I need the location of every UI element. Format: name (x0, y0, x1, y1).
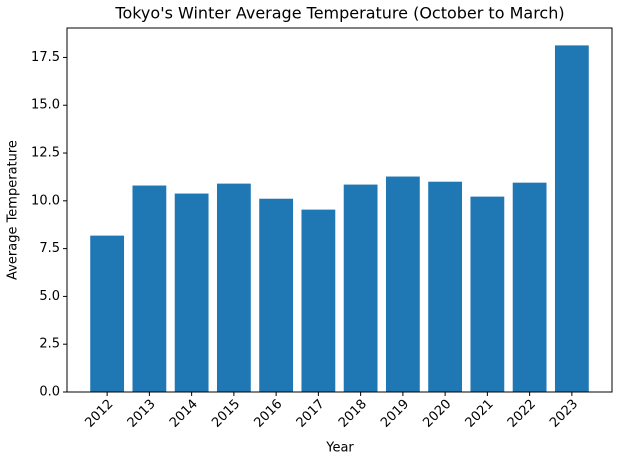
bar (554, 45, 589, 392)
y-tick-label: 15.0 (31, 98, 60, 113)
x-tick-label: 2023 (547, 397, 581, 431)
y-tick-label: 5.0 (39, 289, 60, 304)
x-tick-label: 2021 (463, 397, 497, 431)
bar (385, 176, 420, 392)
bar (470, 196, 505, 392)
x-tick-label: 2014 (167, 397, 201, 431)
bar (90, 235, 125, 392)
x-tick-label: 2013 (125, 397, 159, 431)
bar (174, 193, 209, 392)
y-tick-label: 7.5 (39, 241, 60, 256)
y-tick-label: 2.5 (39, 337, 60, 352)
x-tick-label: 2020 (420, 397, 454, 431)
plot-frame (66, 27, 613, 393)
bar (428, 181, 463, 392)
y-axis-label: Average Temperature (6, 140, 21, 280)
bar (132, 185, 167, 392)
chart-title: Tokyo's Winter Average Temperature (Octo… (114, 4, 564, 23)
x-tick-label: 2015 (209, 397, 243, 431)
bar (343, 184, 378, 392)
y-tick-label: 12.5 (31, 146, 60, 161)
x-tick-label: 2016 (251, 397, 285, 431)
x-tick-label: 2012 (82, 397, 116, 431)
y-tick-label: 17.5 (31, 50, 60, 65)
bar (301, 209, 336, 392)
bar (259, 198, 294, 392)
x-tick-label: 2022 (505, 397, 539, 431)
x-tick-label: 2017 (294, 397, 328, 431)
y-tick-label: 0.0 (39, 385, 60, 400)
x-tick-label: 2018 (336, 397, 370, 431)
x-tick-label: 2019 (378, 397, 412, 431)
bar (512, 182, 547, 392)
bar (216, 183, 251, 392)
x-axis-label: Year (325, 441, 354, 456)
y-tick-label: 10.0 (31, 193, 60, 208)
